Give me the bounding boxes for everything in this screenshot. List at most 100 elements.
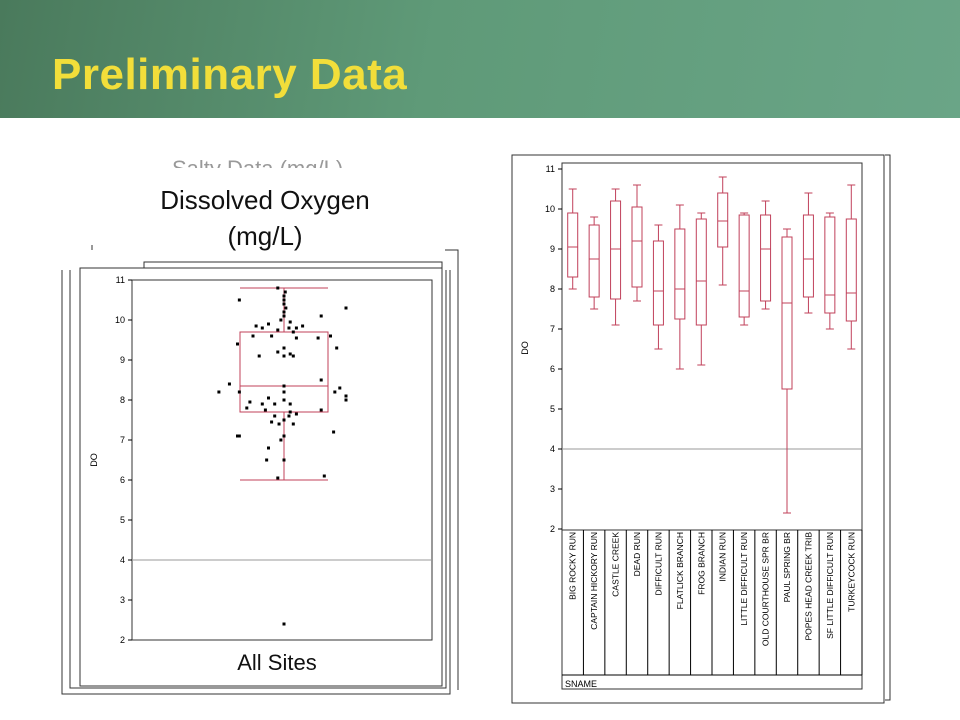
data-point bbox=[257, 354, 261, 358]
data-point bbox=[236, 434, 239, 438]
data-point bbox=[294, 326, 298, 330]
iqr-box bbox=[674, 228, 686, 320]
y-tick-label: 3 bbox=[120, 595, 125, 605]
left-y-axis: 2 3 4 5 6 7 8 9 10 11 bbox=[115, 275, 132, 645]
data-point bbox=[237, 434, 241, 438]
y-tick-label: 9 bbox=[550, 244, 555, 254]
data-point bbox=[329, 334, 332, 338]
category-label: POPES HEAD CREEK TRIB bbox=[803, 532, 813, 641]
data-point bbox=[276, 286, 280, 290]
data-point bbox=[288, 352, 292, 356]
data-point bbox=[251, 334, 255, 338]
data-point bbox=[273, 402, 277, 406]
data-point bbox=[282, 310, 286, 314]
data-point bbox=[282, 298, 286, 302]
iqr-box bbox=[610, 200, 622, 300]
y-tick-label: 10 bbox=[545, 204, 555, 214]
data-point bbox=[279, 318, 283, 322]
data-point bbox=[294, 412, 298, 416]
y-tick-label: 8 bbox=[120, 395, 125, 405]
iqr-box bbox=[567, 212, 579, 278]
data-point bbox=[248, 400, 252, 404]
data-point bbox=[279, 438, 283, 442]
data-point bbox=[282, 294, 286, 298]
data-point bbox=[260, 326, 264, 330]
iqr-box bbox=[588, 224, 600, 298]
data-point bbox=[282, 390, 286, 394]
left-plot-area bbox=[132, 286, 432, 626]
iqr-box bbox=[802, 214, 814, 298]
data-point bbox=[270, 420, 274, 424]
category-label: DEAD RUN bbox=[632, 532, 642, 576]
right-category-axis: BIG ROCKY RUN CAPTAIN HICKORY RUN CASTLE C… bbox=[562, 530, 863, 676]
data-point bbox=[282, 398, 286, 402]
data-point bbox=[263, 408, 267, 412]
data-point bbox=[237, 390, 241, 394]
y-tick-label: 2 bbox=[550, 524, 555, 534]
data-point bbox=[254, 324, 258, 328]
data-point bbox=[276, 476, 280, 480]
data-point bbox=[294, 336, 298, 340]
iqr-box bbox=[717, 192, 729, 248]
data-point bbox=[282, 354, 286, 358]
data-point bbox=[236, 342, 239, 346]
y-tick-label: 5 bbox=[550, 404, 555, 414]
data-point bbox=[265, 458, 269, 462]
y-tick-label: 10 bbox=[115, 315, 125, 325]
data-point bbox=[319, 408, 323, 412]
data-point bbox=[282, 434, 286, 438]
slide-title: Preliminary Data bbox=[52, 50, 408, 99]
data-point bbox=[291, 330, 295, 334]
data-point bbox=[288, 410, 292, 414]
data-point bbox=[276, 350, 280, 354]
data-point bbox=[282, 418, 286, 422]
right-y-axis-label: DO bbox=[520, 341, 530, 355]
y-tick-label: 2 bbox=[120, 635, 125, 645]
iqr-box bbox=[239, 331, 329, 413]
data-point bbox=[344, 306, 348, 310]
y-tick-label: 7 bbox=[550, 324, 555, 334]
data-point bbox=[217, 390, 221, 394]
iqr-box bbox=[845, 218, 857, 322]
right-frames bbox=[511, 154, 891, 704]
right-y-axis: 2 3 4 5 6 7 8 9 10 11 bbox=[545, 164, 562, 534]
category-label: DIFFICULT RUN bbox=[653, 532, 663, 595]
data-point bbox=[260, 402, 264, 406]
data-point bbox=[276, 328, 280, 332]
data-point bbox=[227, 382, 231, 386]
data-point bbox=[301, 324, 305, 328]
data-point bbox=[282, 384, 286, 388]
y-tick-label: 4 bbox=[120, 555, 125, 565]
iqr-box bbox=[631, 206, 643, 288]
data-point bbox=[282, 302, 286, 306]
iqr-box bbox=[738, 214, 750, 318]
iqr-box bbox=[760, 214, 772, 302]
category-label: CASTLE CREEK bbox=[611, 532, 621, 597]
data-point bbox=[287, 326, 291, 330]
category-label: LITTLE DIFFICULT RUN bbox=[739, 532, 749, 626]
y-tick-label: 7 bbox=[120, 435, 125, 445]
category-label: INDIAN RUN bbox=[718, 532, 728, 582]
ghost-title-text: Salty Data (mg/L) bbox=[172, 156, 343, 168]
y-tick-label: 11 bbox=[546, 164, 555, 174]
category-label: CAPTAIN HICKORY RUN bbox=[589, 532, 599, 630]
y-tick-label: 3 bbox=[550, 484, 555, 494]
data-point bbox=[245, 406, 249, 410]
data-point bbox=[291, 422, 295, 426]
data-point bbox=[282, 458, 286, 462]
data-point bbox=[319, 314, 323, 318]
chart-title-line-2: (mg/L) bbox=[227, 221, 303, 251]
data-point bbox=[267, 322, 270, 326]
data-point bbox=[287, 414, 291, 418]
data-point bbox=[283, 290, 287, 294]
data-point bbox=[270, 334, 274, 338]
iqr-box bbox=[652, 240, 664, 326]
category-label: OLD COURTHOUSE SPR BR bbox=[761, 532, 771, 646]
iqr-box bbox=[695, 218, 707, 326]
y-tick-label: 6 bbox=[120, 475, 125, 485]
data-point bbox=[267, 396, 270, 400]
data-point bbox=[333, 390, 337, 394]
y-tick-label: 11 bbox=[116, 275, 125, 285]
